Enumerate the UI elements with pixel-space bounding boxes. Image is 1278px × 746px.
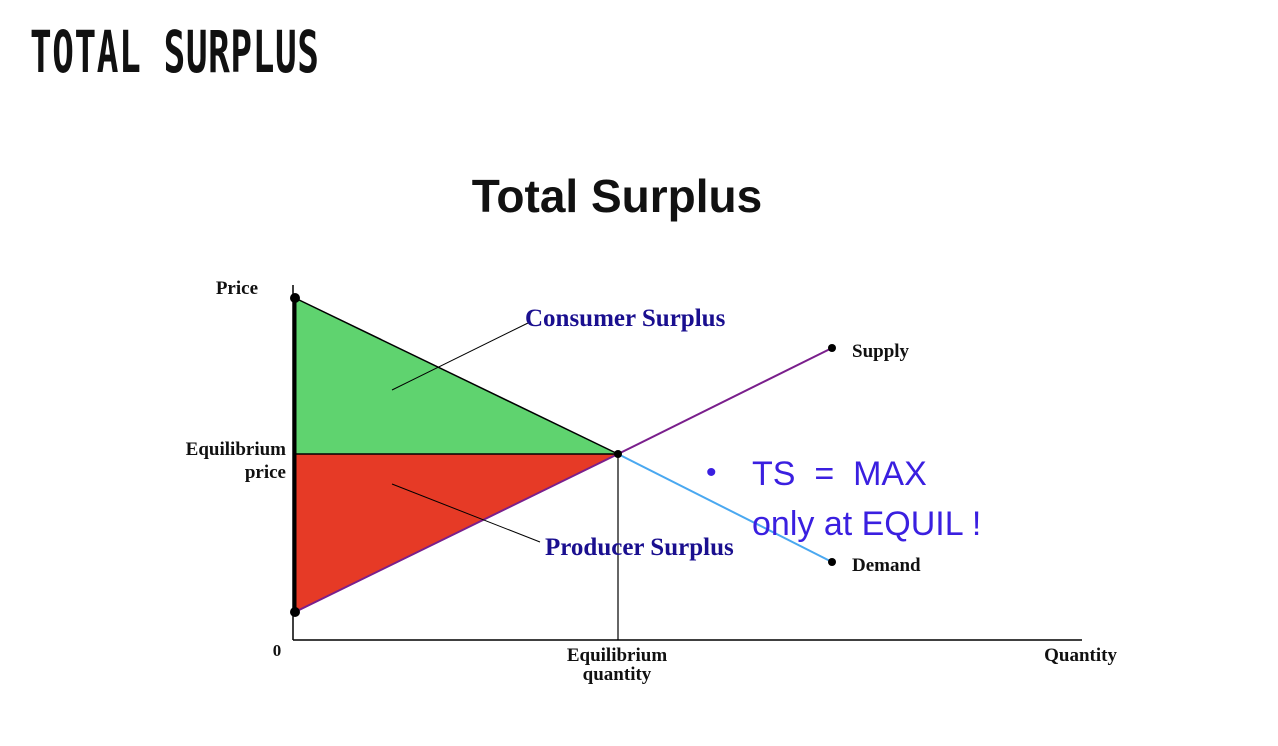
equilibrium-dot [614,450,622,458]
supply-label: Supply [852,341,910,362]
producer-surplus-leader [391,483,541,543]
demand-curve-upper [294,297,619,455]
equilibrium-price-label-line2: price [245,462,286,483]
consumer-surplus-leader [391,322,529,391]
y-axis-label: Price [216,278,258,299]
origin-label: 0 [273,641,282,660]
supply-curve-upper [617,347,833,455]
demand-end-dot [828,558,836,566]
annotation-line2: only at EQUIL ! [752,505,981,543]
demand-label: Demand [852,555,921,576]
equilibrium-price-label-line1: Equilibrium [186,439,286,460]
annotation-line1: TS = MAX [752,455,927,493]
demand-curve-lower [617,453,833,563]
equilibrium-quantity-label-line2: quantity [583,664,652,685]
supply-end-dot [828,344,836,352]
supply-intercept-dot [290,607,300,617]
producer-surplus-label: Producer Surplus [545,534,734,561]
x-axis-label: Quantity [1044,645,1117,666]
consumer-surplus-label: Consumer Surplus [525,305,726,332]
demand-intercept-dot [290,293,300,303]
supply-curve-lower [294,453,619,613]
slide-title: TOTAL SURPLUS [30,18,320,86]
diagram-title: Total Surplus [472,170,763,222]
equilibrium-quantity-label-line1: Equilibrium [567,645,667,666]
annotation-bullet: • [706,456,717,489]
